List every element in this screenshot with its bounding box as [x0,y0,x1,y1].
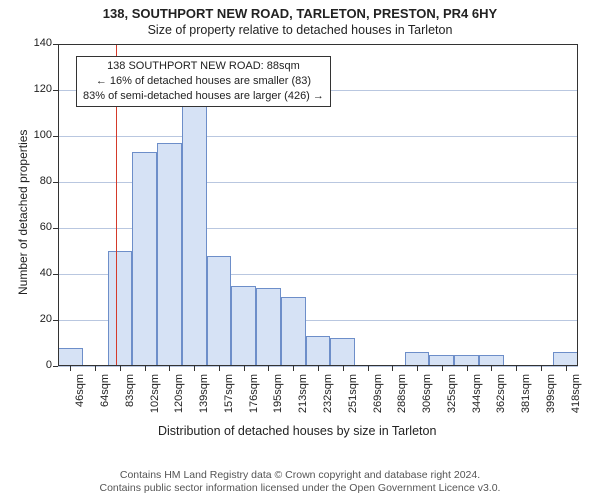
x-tick [244,366,245,371]
x-tick-label: 213sqm [297,374,309,424]
y-tick-label: 40 [24,267,52,279]
x-tick [219,366,220,371]
x-tick [467,366,468,371]
y-tick-label: 20 [24,313,52,325]
footer-line2: Contains public sector information licen… [0,482,600,496]
info-box-line3: 83% of semi-detached houses are larger (… [83,89,324,104]
histogram-bar [157,143,182,366]
x-tick [318,366,319,371]
histogram-bar [207,256,232,366]
x-tick-label: 176sqm [248,374,260,424]
footer-attribution: Contains HM Land Registry data © Crown c… [0,469,600,496]
x-tick [343,366,344,371]
grid-line [58,136,578,137]
x-tick-label: 418sqm [570,374,582,424]
x-tick-label: 139sqm [198,374,210,424]
x-tick [169,366,170,371]
title-address: 138, SOUTHPORT NEW ROAD, TARLETON, PREST… [0,0,600,21]
x-tick [442,366,443,371]
x-tick-label: 399sqm [545,374,557,424]
x-tick-label: 120sqm [173,374,185,424]
x-tick [293,366,294,371]
x-tick [194,366,195,371]
y-tick [53,366,58,367]
x-tick-label: 83sqm [124,374,136,424]
histogram-bar [182,106,207,366]
histogram-bar [58,348,83,366]
y-axis-line [58,44,59,366]
histogram-bar [108,251,133,366]
x-tick-label: 251sqm [347,374,359,424]
x-tick [491,366,492,371]
x-tick-label: 157sqm [223,374,235,424]
x-tick-label: 232sqm [322,374,334,424]
x-tick-label: 306sqm [421,374,433,424]
x-tick [95,366,96,371]
x-tick [120,366,121,371]
info-box-line2: ← 16% of detached houses are smaller (83… [83,74,324,89]
histogram-bar [256,288,281,366]
y-tick-label: 100 [24,129,52,141]
x-tick [541,366,542,371]
x-tick-label: 102sqm [149,374,161,424]
y-tick-label: 60 [24,221,52,233]
histogram-bar [281,297,306,366]
x-tick-label: 269sqm [372,374,384,424]
x-tick-label: 288sqm [396,374,408,424]
x-tick-label: 46sqm [74,374,86,424]
histogram-bar [132,152,157,366]
x-tick-label: 195sqm [272,374,284,424]
x-axis-label: Distribution of detached houses by size … [158,424,436,438]
x-tick-label: 344sqm [471,374,483,424]
info-box: 138 SOUTHPORT NEW ROAD: 88sqm← 16% of de… [76,56,331,107]
histogram-bar [231,286,256,367]
x-tick [392,366,393,371]
y-tick-label: 140 [24,37,52,49]
x-tick-label: 325sqm [446,374,458,424]
histogram-bar [553,352,578,366]
title-subtitle: Size of property relative to detached ho… [0,21,600,37]
y-tick-label: 120 [24,83,52,95]
right-axis-line [577,44,578,366]
x-tick-label: 362sqm [495,374,507,424]
y-tick-label: 80 [24,175,52,187]
histogram-bar [330,338,355,366]
x-tick-label: 64sqm [99,374,111,424]
info-box-line1: 138 SOUTHPORT NEW ROAD: 88sqm [83,59,324,74]
x-tick [417,366,418,371]
x-tick [268,366,269,371]
footer-line1: Contains HM Land Registry data © Crown c… [0,469,600,483]
x-tick [368,366,369,371]
x-tick [145,366,146,371]
x-tick-label: 381sqm [520,374,532,424]
x-tick [70,366,71,371]
top-axis-line [58,44,578,45]
x-tick [516,366,517,371]
histogram-bar [405,352,430,366]
x-tick [566,366,567,371]
histogram-bar [306,336,331,366]
y-tick-label: 0 [24,359,52,371]
